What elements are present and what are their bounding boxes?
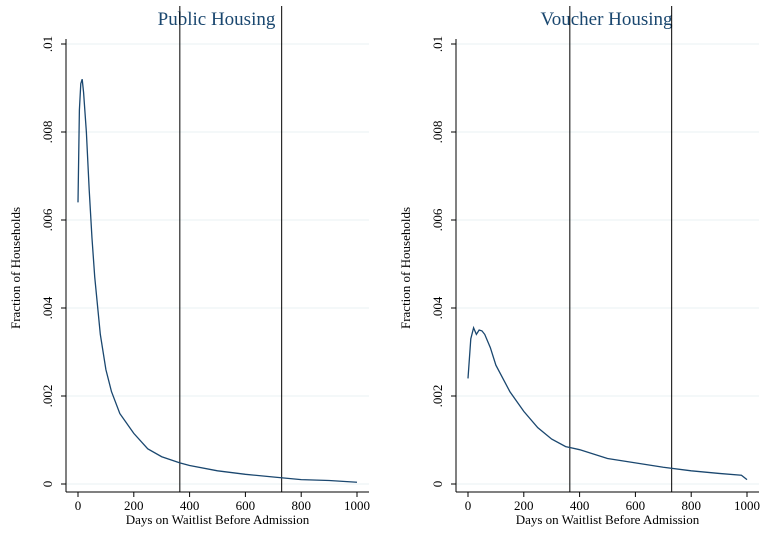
y-tick-label: .006 — [40, 208, 55, 231]
data-line — [467, 325, 748, 481]
y-axis-label: Fraction of Households — [8, 207, 23, 329]
y-tick-label: .002 — [40, 385, 55, 408]
y-tick-label: .004 — [40, 296, 55, 319]
y-tick-label: .008 — [40, 121, 55, 144]
x-tick-label: 400 — [180, 498, 200, 513]
x-tick-label: 800 — [681, 498, 701, 513]
y-tick-label: 0 — [430, 481, 445, 488]
x-tick-label: 400 — [570, 498, 590, 513]
x-tick-label: 600 — [236, 498, 256, 513]
chart-title: Voucher Housing — [540, 9, 673, 30]
x-tick-label: 600 — [626, 498, 646, 513]
chart-title: Public Housing — [158, 9, 276, 30]
y-tick-label: .01 — [40, 36, 55, 52]
y-tick-label: .004 — [430, 296, 445, 319]
data-line — [77, 79, 358, 483]
x-axis-label: Days on Waitlist Before Admission — [126, 512, 310, 527]
y-tick-label: .008 — [430, 121, 445, 144]
y-tick-label: 0 — [40, 481, 55, 488]
x-tick-label: 1000 — [344, 498, 370, 513]
x-tick-label: 800 — [291, 498, 311, 513]
x-tick-label: 0 — [75, 498, 82, 513]
x-tick-label: 200 — [514, 498, 534, 513]
y-axis-label: Fraction of Households — [398, 207, 413, 329]
x-tick-label: 200 — [124, 498, 144, 513]
y-tick-label: .002 — [430, 385, 445, 408]
x-axis-label: Days on Waitlist Before Admission — [516, 512, 700, 527]
y-tick-label: .01 — [430, 36, 445, 52]
x-tick-label: 0 — [465, 498, 472, 513]
y-tick-label: .006 — [430, 208, 445, 231]
x-tick-label: 1000 — [734, 498, 760, 513]
